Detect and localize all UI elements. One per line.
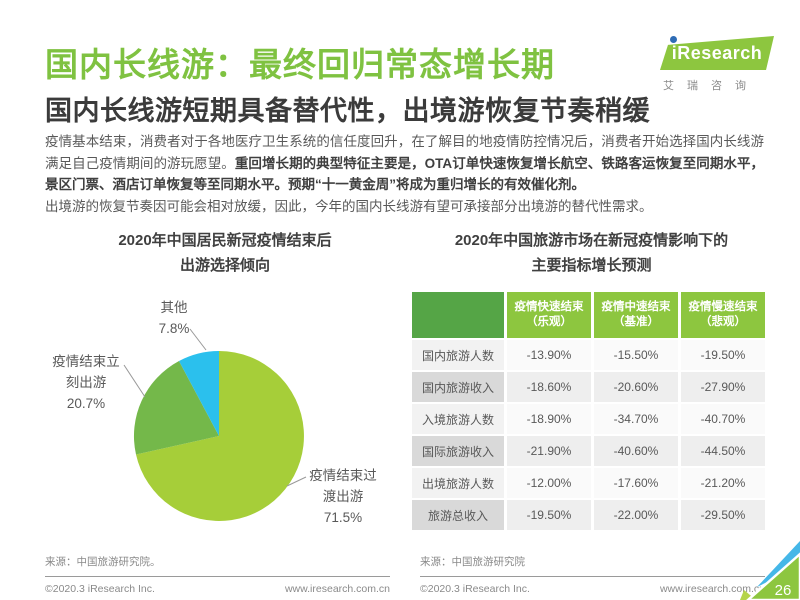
cell-value: -19.50%: [507, 500, 591, 530]
pie-slice-1: [133, 361, 219, 455]
row-label: 国际旅游收入: [412, 436, 504, 466]
pie-chart: 其他 7.8% 疫情结束立刻出游 20.7% 疫情结束过渡出游 71.5%: [40, 285, 400, 545]
cell-value: -20.60%: [594, 372, 678, 402]
pie-value-transition: 71.5%: [323, 510, 363, 525]
corner-green-triangle: [746, 552, 800, 600]
intro-paragraph-2: 出境游的恢复节奏因可能会相对放缓，因此，今年的国内长线游有望可承接部分出境游的替…: [45, 198, 653, 214]
footer-divider: [45, 576, 390, 577]
intro-p1-bold: 重回增长期的典型特征主要是，OTA订单快速恢复增长航空、铁路客运恢复至同期水平，…: [45, 155, 764, 193]
cell-value: -13.90%: [507, 340, 591, 370]
cell-value: -17.60%: [594, 468, 678, 498]
intro-paragraph-1: 疫情基本结束，消费者对于各地医疗卫生系统的信任度回升，在了解目的地疫情防控情况后…: [45, 131, 764, 196]
copyright-text: ©2020.3 iResearch Inc.: [420, 583, 530, 595]
row-label: 旅游总收入: [412, 500, 504, 530]
pie-chart-title: 2020年中国居民新冠疫情结束后 出游选择倾向: [118, 232, 332, 274]
iresearch-logo: iResearch 艾瑞咨询: [660, 36, 774, 93]
intro-p1-normal: 疫情基本结束，消费者对于各地医疗卫生系统的信任度回升，在了解目的地疫情防控情况后…: [45, 134, 764, 171]
website-url: www.iresearch.com.cn: [284, 583, 390, 595]
pie-value-immediate: 20.7%: [66, 396, 106, 411]
table-header-empty: [412, 292, 504, 338]
pie-value-other: 7.8%: [158, 321, 190, 336]
cell-value: -18.60%: [507, 372, 591, 402]
cell-value: -34.70%: [594, 404, 678, 434]
cell-value: -12.00%: [507, 468, 591, 498]
row-label: 入境旅游人数: [412, 404, 504, 434]
logo-i-dot-icon: [670, 36, 677, 43]
pie-label-other: 其他 7.8%: [134, 297, 214, 339]
footer-right: 来源：中国旅游研究院 ©2020.3 iResearch Inc. www.ir…: [420, 554, 765, 595]
corner-blue-triangle: [757, 541, 800, 587]
source-note: 来源：中国旅游研究院。: [45, 556, 161, 568]
cell-value: -21.20%: [681, 468, 765, 498]
leader-line-other: [189, 328, 207, 351]
row-label: 国内旅游收入: [412, 372, 504, 402]
source-note: 来源：中国旅游研究院: [420, 556, 525, 568]
page-corner-badge: 26: [740, 541, 800, 600]
cell-value: -40.60%: [594, 436, 678, 466]
footer-left: 来源：中国旅游研究院。 ©2020.3 iResearch Inc. www.i…: [45, 554, 390, 595]
table-header-fast: 疫情快速结束（乐观）: [507, 292, 591, 338]
pie-chart-svg: [123, 328, 307, 521]
cell-value: -27.90%: [681, 372, 765, 402]
cell-value: -18.90%: [507, 404, 591, 434]
leader-line-immediate: [123, 364, 146, 398]
logo-brand-text: iResearch: [671, 42, 763, 63]
cell-value: -40.70%: [681, 404, 765, 434]
pie-slices: [133, 351, 304, 521]
intro-paragraphs: 疫情基本结束，消费者对于各地医疗卫生系统的信任度回升，在了解目的地疫情防控情况后…: [45, 131, 764, 217]
cell-value: -21.90%: [507, 436, 591, 466]
cell-value: -44.50%: [681, 436, 765, 466]
pie-slice-2: [179, 351, 219, 436]
leader-line-transition: [286, 476, 307, 487]
cell-value: -22.00%: [594, 500, 678, 530]
cell-value: -29.50%: [681, 500, 765, 530]
pie-label-immediate: 疫情结束立刻出游 20.7%: [50, 351, 122, 414]
table-title: 2020年中国旅游市场在新冠疫情影响下的 主要指标增长预测: [454, 232, 729, 274]
footer-divider: [420, 576, 765, 577]
logo-parallelogram: iResearch: [660, 36, 774, 70]
pie-slice-0: [136, 351, 304, 521]
page-number: 26: [775, 582, 792, 599]
website-url: www.iresearch.com.cn: [659, 583, 765, 595]
pie-label-transition: 疫情结束过渡出游 71.5%: [308, 465, 378, 528]
copyright-text: ©2020.3 iResearch Inc.: [45, 583, 155, 595]
cell-value: -15.50%: [594, 340, 678, 370]
logo-chinese-name: 艾瑞咨询: [663, 80, 759, 92]
page-title: 国内长线游：最终回归常态增长期: [45, 46, 555, 83]
forecast-table: 疫情快速结束（乐观） 疫情中速结束（基准） 疫情慢速结束（悲观） 国内旅游人数 …: [412, 292, 765, 530]
cell-value: -19.50%: [681, 340, 765, 370]
table-header-slow: 疫情慢速结束（悲观）: [681, 292, 765, 338]
row-label: 国内旅游人数: [412, 340, 504, 370]
row-label: 出境旅游人数: [412, 468, 504, 498]
page-subtitle: 国内长线游短期具备替代性，出境游恢复节奏稍缓: [45, 96, 650, 126]
table-header-medium: 疫情中速结束（基准）: [594, 292, 678, 338]
